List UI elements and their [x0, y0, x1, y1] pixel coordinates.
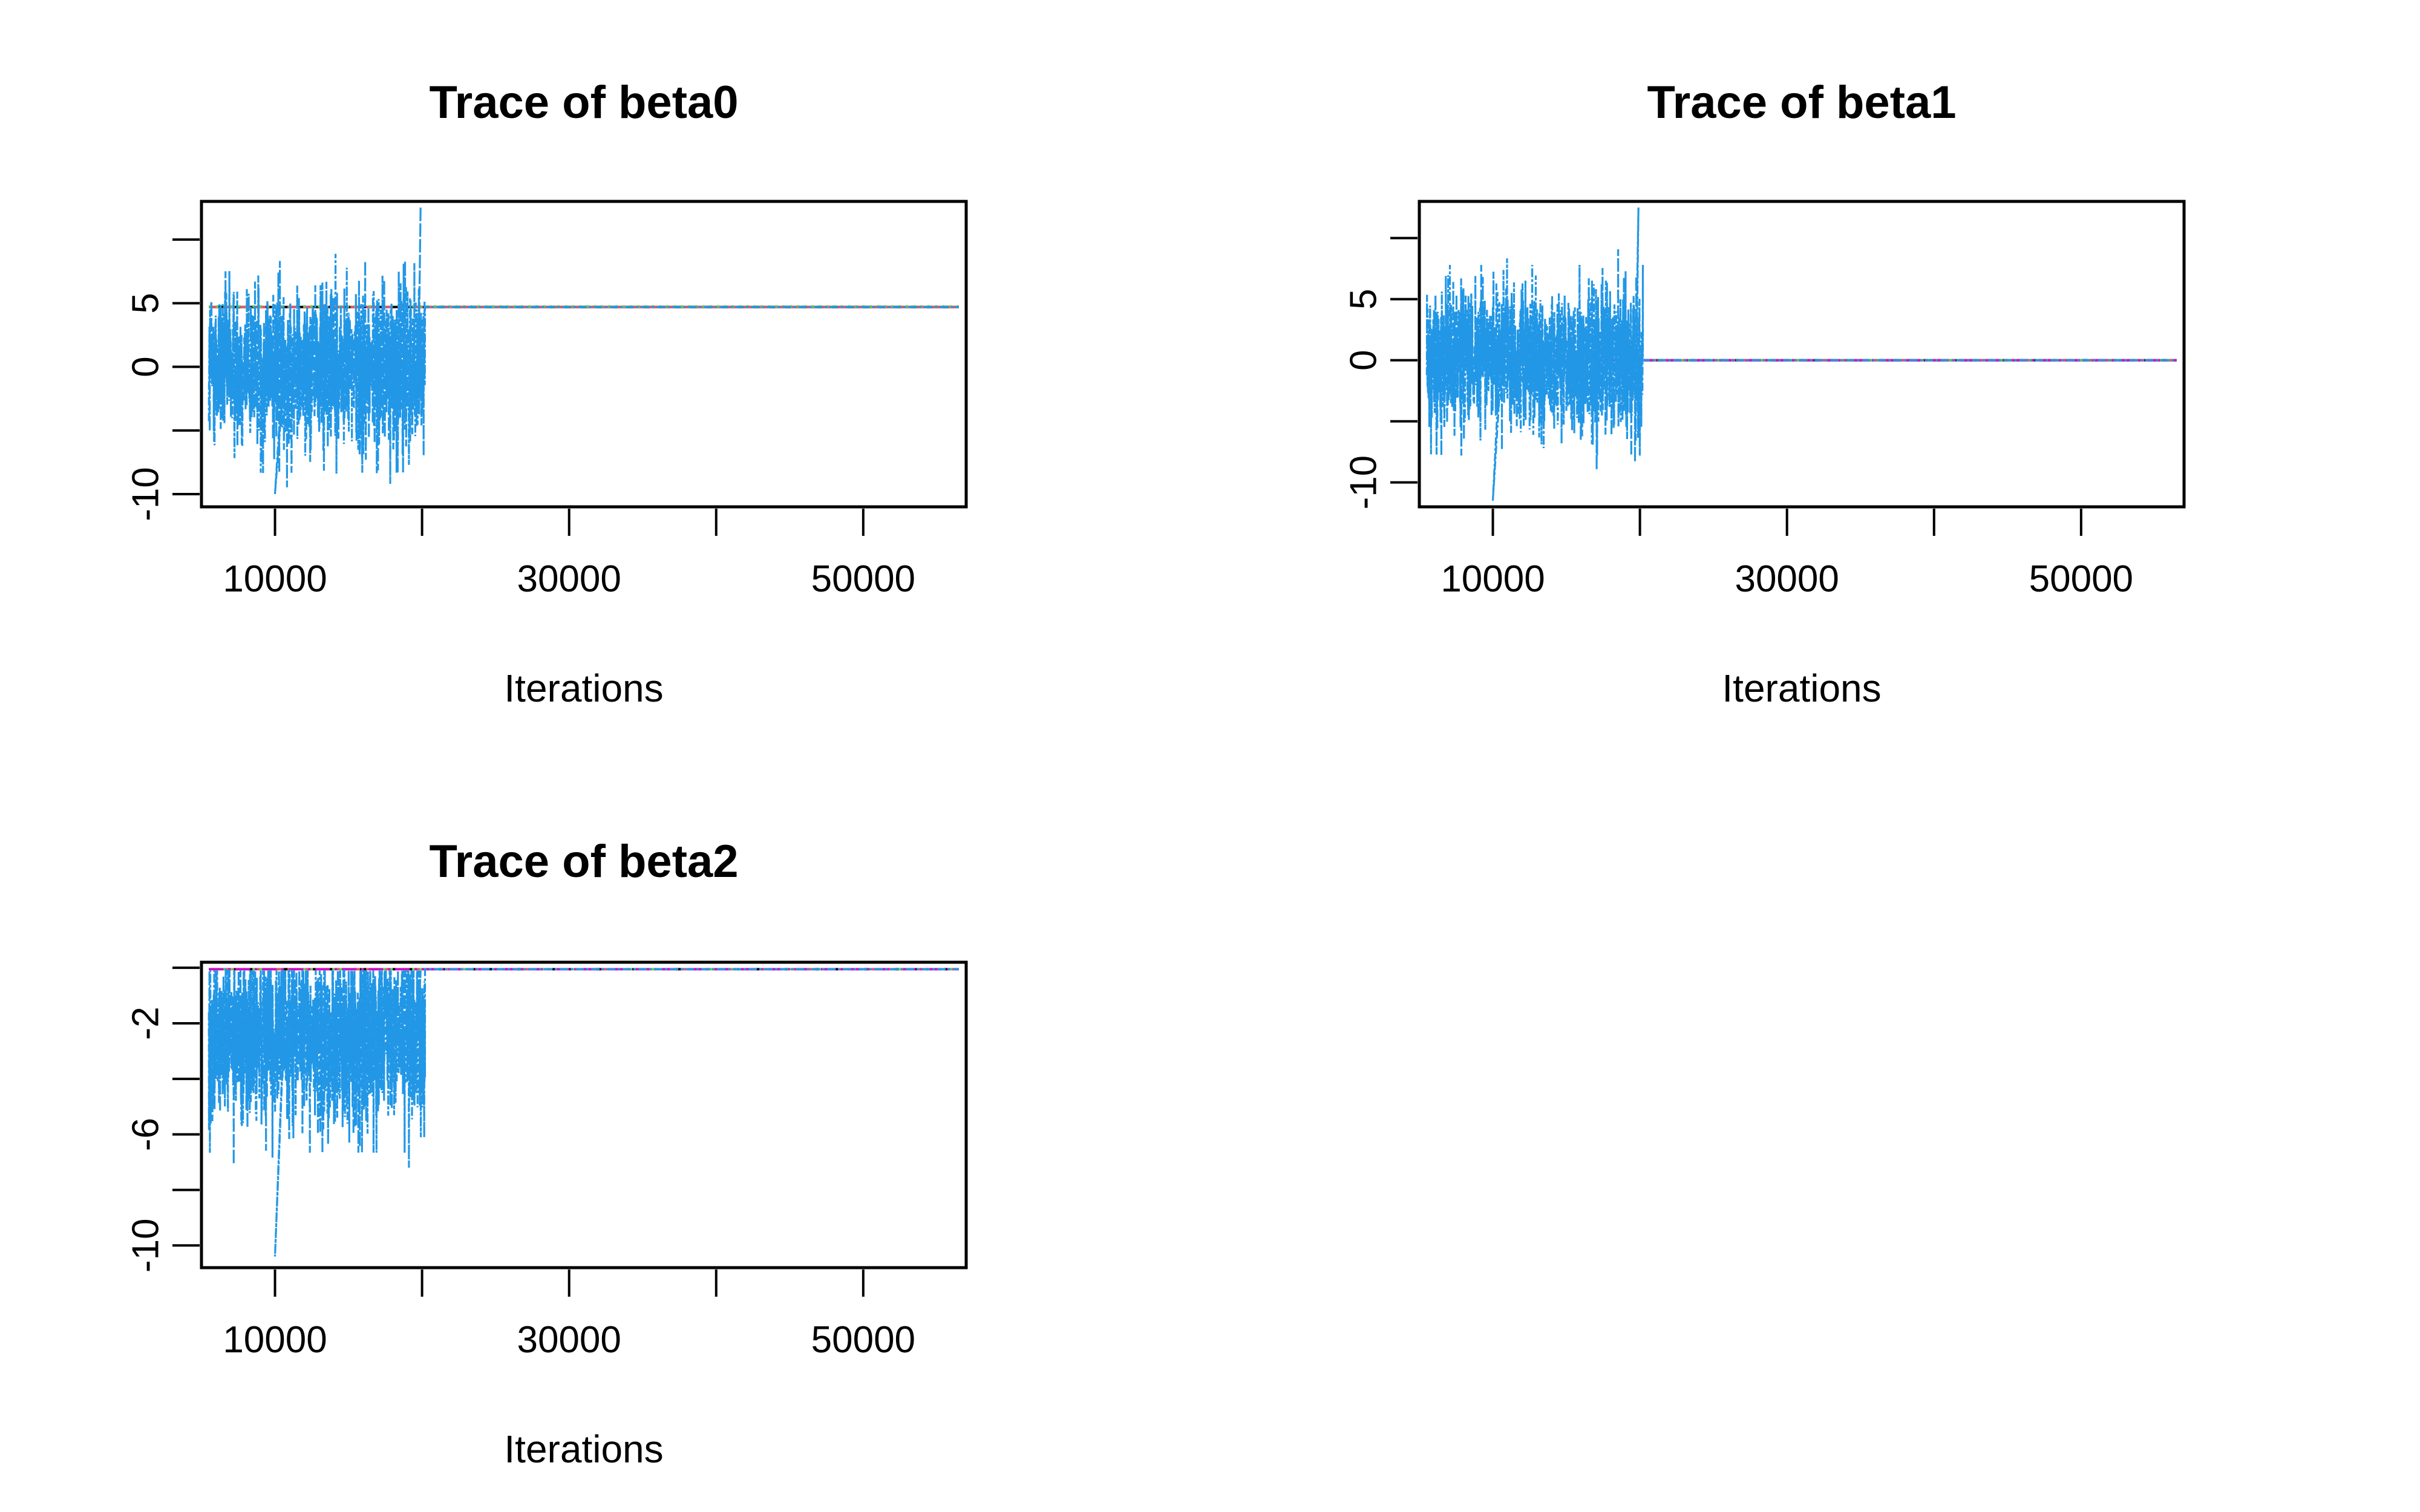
y-tick-label: -10: [1343, 455, 1385, 510]
plot-frame: [1418, 200, 2186, 509]
x-tick-label: 50000: [2029, 558, 2133, 600]
trace-panel-beta0: Trace of beta0 10000 30000 50000 -10 0 5 Iterat…: [125, 77, 968, 710]
x-tick-label: 30000: [517, 558, 621, 600]
x-tick-label: 50000: [811, 558, 915, 600]
y-tick-label: 0: [125, 356, 167, 377]
x-axis-label: Iterations: [1722, 666, 1881, 710]
chart-title: Trace of beta2: [429, 836, 738, 887]
y-tick-label: 0: [1343, 350, 1385, 370]
x-tick-label: 10000: [223, 558, 327, 600]
x-tick-label: 50000: [811, 1319, 915, 1361]
y-tick-label: -10: [125, 1218, 167, 1272]
chart-title: Trace of beta0: [429, 77, 738, 128]
y-tick-label: -6: [125, 1118, 167, 1151]
plot-frame: [200, 200, 968, 509]
chart-title: Trace of beta1: [1647, 77, 1956, 128]
x-tick-label: 30000: [517, 1319, 621, 1361]
series-line: [208, 967, 959, 1257]
x-axis-label: Iterations: [504, 1427, 663, 1471]
series-line: [208, 206, 959, 495]
trace-panel-beta1: Trace of beta1 10000 30000 50000 -10 0 5 Iterat…: [1343, 77, 2186, 710]
trace-lines: [208, 206, 959, 495]
x-axis-label: Iterations: [504, 666, 663, 710]
trace-lines: [208, 967, 959, 1257]
trace-panel-beta2: Trace of beta2 10000 30000 50000 -10 -6 -2 Iter…: [125, 836, 968, 1471]
x-tick-label: 10000: [223, 1319, 327, 1361]
y-tick-label: 5: [1343, 288, 1385, 309]
x-tick-label: 30000: [1735, 558, 1839, 600]
trace-lines: [1425, 207, 2177, 501]
plot-frame: [200, 960, 968, 1269]
y-tick-label: 5: [125, 293, 167, 313]
y-tick-label: -10: [125, 467, 167, 521]
x-tick-label: 10000: [1441, 558, 1545, 600]
y-tick-label: -2: [125, 1006, 167, 1040]
series-line: [1425, 207, 2177, 501]
